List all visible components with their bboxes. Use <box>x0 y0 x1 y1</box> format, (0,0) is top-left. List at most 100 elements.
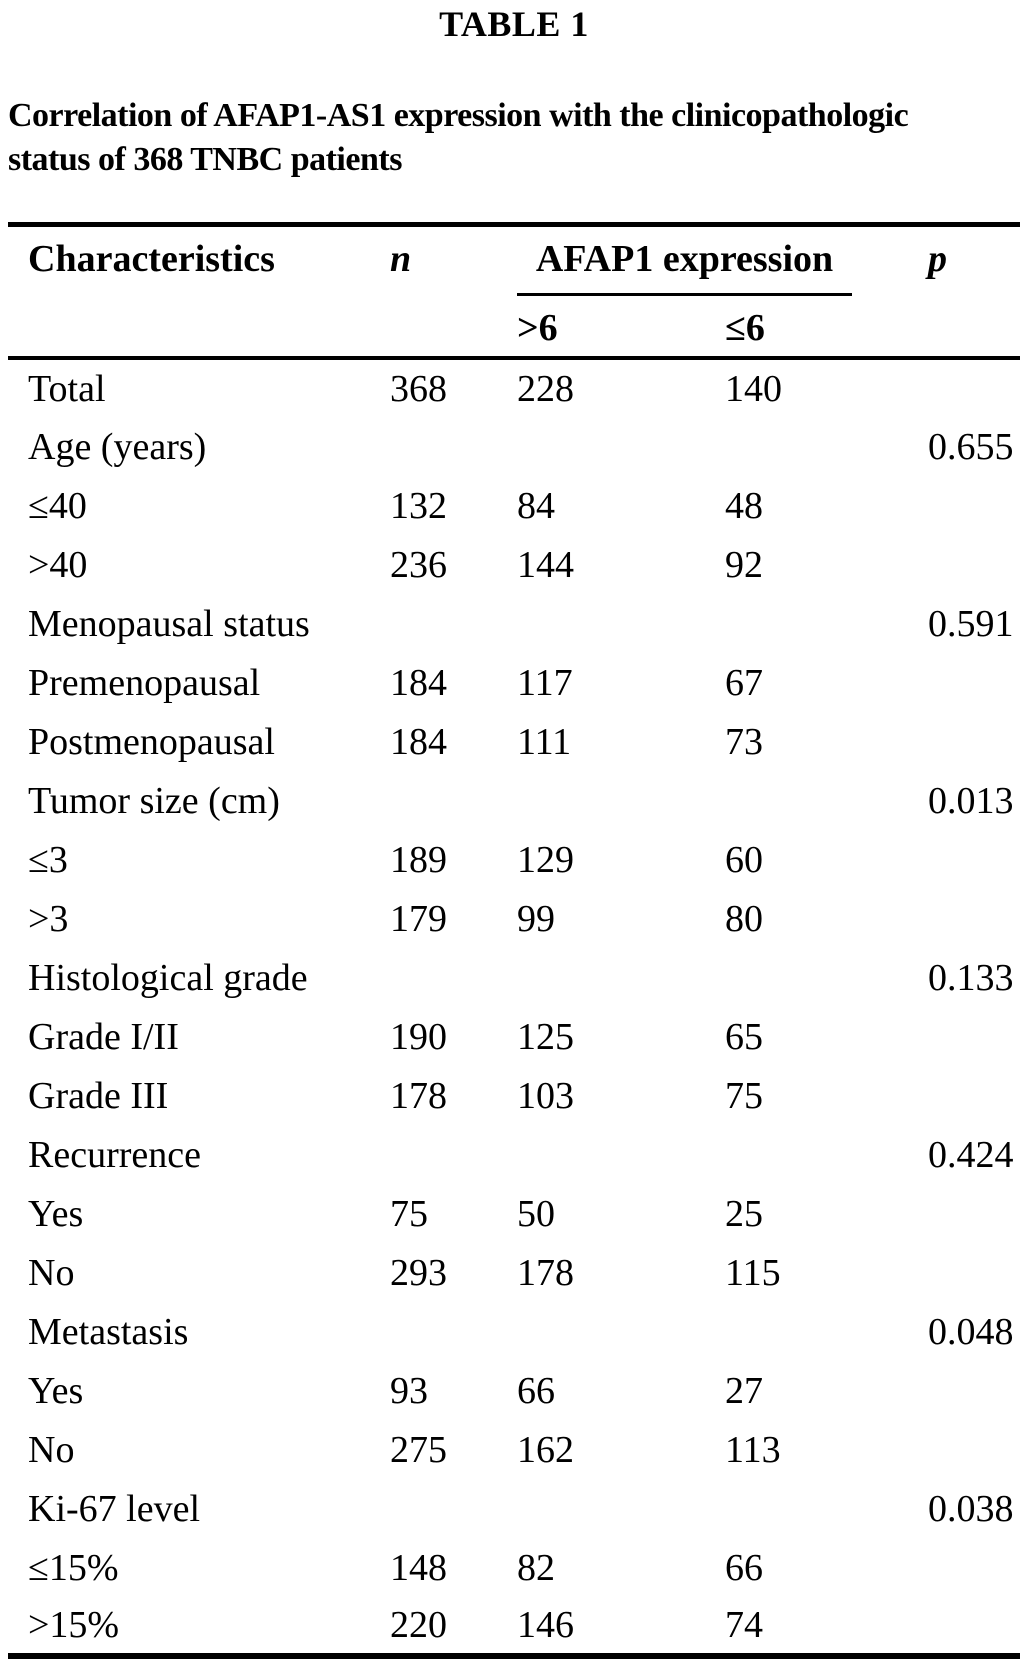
cell-n: 189 <box>390 838 447 881</box>
cell-n <box>388 948 511 1007</box>
table-row: Metastasis 0.048 <box>8 1302 1020 1361</box>
row-label: Premenopausal <box>28 661 261 704</box>
cell-gt6: 178 <box>517 1251 574 1294</box>
cell-gt6: 82 <box>517 1546 555 1589</box>
cell-gt6 <box>511 1302 719 1361</box>
table-header: Characteristics n AFAP1 expression p >6 … <box>8 225 1020 360</box>
cell-p <box>924 830 1020 889</box>
cell-le6 <box>719 1479 924 1538</box>
cell-n: 93 <box>390 1369 428 1412</box>
cell-le6: 66 <box>725 1546 763 1589</box>
cell-n: 220 <box>390 1604 447 1646</box>
cell-p: 0.013 <box>928 779 1014 822</box>
cell-le6: 113 <box>725 1428 781 1471</box>
table-row: Age (years) 0.655 <box>8 417 1020 476</box>
cell-le6: 67 <box>725 661 763 704</box>
row-label: No <box>28 1428 75 1471</box>
cell-p: 0.038 <box>928 1487 1014 1530</box>
table-row: Grade I/II 190 125 65 <box>8 1007 1020 1066</box>
cell-gt6 <box>511 771 719 830</box>
row-label: Total <box>28 367 106 410</box>
table-row: Grade III 178 103 75 <box>8 1066 1020 1125</box>
row-label: Yes <box>28 1192 84 1235</box>
table-caption: Correlation of AFAP1-AS1 expression with… <box>8 94 1028 182</box>
cell-gt6 <box>511 594 719 653</box>
cell-le6: 27 <box>725 1369 763 1412</box>
cell-gt6: 162 <box>517 1428 574 1471</box>
row-label: Yes <box>28 1369 84 1412</box>
table-row: No 275 162 113 <box>8 1420 1020 1479</box>
table-row: Ki-67 level 0.038 <box>8 1479 1020 1538</box>
header-afap1-expression: AFAP1 expression <box>511 225 924 296</box>
clinicopathologic-table: Characteristics n AFAP1 expression p >6 … <box>8 222 1020 1659</box>
cell-gt6 <box>511 1479 719 1538</box>
cell-n: 275 <box>390 1428 447 1471</box>
header-le6: ≤6 <box>719 296 924 360</box>
cell-p <box>924 476 1020 535</box>
row-label: Grade I/II <box>28 1015 179 1058</box>
cell-le6: 92 <box>725 543 763 586</box>
cell-n: 184 <box>390 720 447 763</box>
row-label: Histological grade <box>28 956 308 999</box>
row-label: ≤15% <box>28 1546 119 1589</box>
cell-n: 293 <box>390 1251 447 1294</box>
table-row: Postmenopausal 184 111 73 <box>8 712 1020 771</box>
cell-p <box>924 358 1020 417</box>
cell-le6: 140 <box>725 367 782 410</box>
cell-le6: 65 <box>725 1015 763 1058</box>
table-row: Histological grade 0.133 <box>8 948 1020 1007</box>
table-row: >40 236 144 92 <box>8 535 1020 594</box>
row-label: ≤40 <box>28 484 87 527</box>
table-row: Recurrence 0.424 <box>8 1125 1020 1184</box>
row-label: Grade III <box>28 1074 169 1117</box>
cell-n: 184 <box>390 661 447 704</box>
table-row: ≤40 132 84 48 <box>8 476 1020 535</box>
cell-gt6: 129 <box>517 838 574 881</box>
cell-n <box>388 1479 511 1538</box>
row-label: Ki-67 level <box>28 1487 201 1530</box>
header-spacer <box>388 296 511 360</box>
table-row: Yes 75 50 25 <box>8 1184 1020 1243</box>
header-p: p <box>928 238 947 280</box>
cell-p <box>924 889 1020 948</box>
cell-p <box>924 1007 1020 1066</box>
table-row: >15% 220 146 74 <box>8 1597 1020 1656</box>
cell-p <box>924 1538 1020 1597</box>
cell-p <box>924 1361 1020 1420</box>
row-label: ≤3 <box>28 838 68 881</box>
cell-p: 0.655 <box>928 425 1014 468</box>
table-row: Menopausal status 0.591 <box>8 594 1020 653</box>
caption-line-2: status of 368 TNBC patients <box>8 141 402 178</box>
cell-p <box>924 712 1020 771</box>
cell-n: 179 <box>390 897 447 940</box>
cell-p <box>924 1184 1020 1243</box>
cell-p <box>924 1243 1020 1302</box>
cell-n <box>388 1125 511 1184</box>
cell-n: 368 <box>390 367 447 410</box>
row-label: Age (years) <box>28 425 207 468</box>
table-row: Premenopausal 184 117 67 <box>8 653 1020 712</box>
afap1-expression-label: AFAP1 expression <box>517 237 852 296</box>
cell-gt6: 111 <box>517 720 572 763</box>
header-gt6: >6 <box>511 296 719 360</box>
cell-gt6: 146 <box>517 1604 574 1646</box>
row-label: >15% <box>28 1604 120 1646</box>
cell-n: 236 <box>390 543 447 586</box>
cell-gt6: 125 <box>517 1015 574 1058</box>
header-n: n <box>390 238 412 280</box>
table-row: ≤3 189 129 60 <box>8 830 1020 889</box>
header-spacer <box>8 296 388 360</box>
caption-line-1: Correlation of AFAP1-AS1 expression with… <box>8 97 909 134</box>
cell-p: 0.591 <box>928 602 1014 645</box>
cell-gt6: 117 <box>517 661 573 704</box>
cell-le6 <box>719 948 924 1007</box>
cell-gt6: 66 <box>517 1369 555 1412</box>
cell-n <box>388 1302 511 1361</box>
table-row: ≤15% 148 82 66 <box>8 1538 1020 1597</box>
cell-p <box>924 1597 1020 1656</box>
cell-n: 178 <box>390 1074 447 1117</box>
cell-le6: 73 <box>725 720 763 763</box>
cell-le6: 75 <box>725 1074 763 1117</box>
cell-n: 148 <box>390 1546 447 1589</box>
